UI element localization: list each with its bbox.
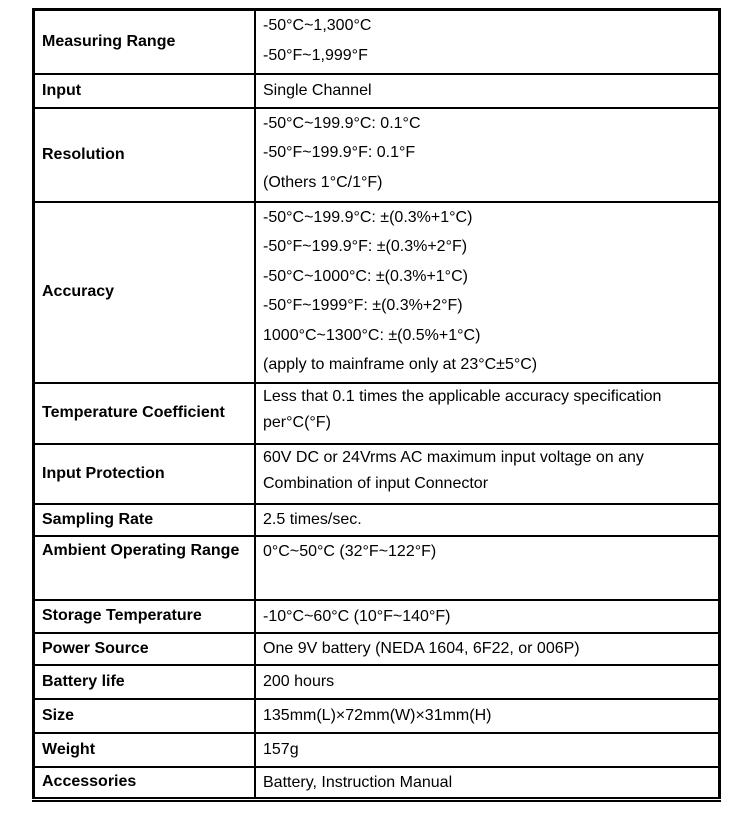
- spec-value-line: 2.5 times/sec.: [263, 511, 362, 528]
- spec-value-line: 200 hours: [263, 673, 335, 690]
- spec-value-line: 1000°C~1300°C: ±(0.5%+1°C): [263, 326, 481, 344]
- spec-value: -50°C~199.9°C: ±(0.3%+1°C) -50°F~199.9°F:…: [254, 200, 721, 384]
- spec-value: 2.5 times/sec.: [254, 502, 721, 537]
- spec-row: Battery life 200 hours: [32, 663, 721, 700]
- spec-value: Battery, Instruction Manual: [254, 765, 721, 801]
- spec-value-line: 0°C~50°C (32°F~122°F): [263, 542, 437, 560]
- spec-value: 135mm(L)×72mm(W)×31mm(H): [254, 697, 721, 734]
- spec-label: Input: [32, 72, 256, 109]
- spec-value: Less that 0.1 times the applicable accur…: [254, 381, 721, 445]
- spec-value: -50°C~199.9°C: 0.1°C -50°F~199.9°F: 0.1°F…: [254, 106, 721, 203]
- spec-value-line: 135mm(L)×72mm(W)×31mm(H): [263, 707, 492, 724]
- spec-value-line: (Others 1°C/1°F): [263, 173, 383, 191]
- spec-label: Weight: [32, 731, 256, 768]
- spec-label: Size: [32, 697, 256, 734]
- spec-label: Accessories: [32, 765, 256, 801]
- spec-value-line: -50°F~1,999°F: [263, 46, 368, 64]
- spec-value: 0°C~50°C (32°F~122°F): [254, 534, 721, 601]
- spec-row: Storage Temperature -10°C~60°C (10°F~140°…: [32, 598, 721, 634]
- spec-label: Ambient Operating Range: [32, 534, 256, 601]
- spec-label: Battery life: [32, 663, 256, 700]
- spec-label: Measuring Range: [32, 8, 256, 75]
- spec-value-line: -50°F~199.9°F: 0.1°F: [263, 144, 416, 161]
- spec-row: Temperature Coefficient Less that 0.1 tim…: [32, 381, 721, 445]
- spec-value-line: (apply to mainframe only at 23°C±5°C): [263, 356, 538, 373]
- specifications-table: Measuring Range -50°C~1,300°C -50°F~1,999°…: [32, 8, 721, 802]
- spec-value: 157g: [254, 731, 721, 768]
- spec-value-line: -50°C~199.9°C: 0.1°C: [263, 114, 421, 132]
- spec-label: Accuracy: [32, 200, 256, 384]
- spec-row: Sampling Rate 2.5 times/sec.: [32, 502, 721, 537]
- spec-label: Temperature Coefficient: [32, 381, 256, 445]
- spec-row: Power Source One 9V battery (NEDA 1604, 6…: [32, 631, 721, 666]
- spec-value-line: 157g: [263, 741, 299, 758]
- spec-value-line: per°C(°F): [263, 413, 331, 431]
- spec-value: -50°C~1,300°C -50°F~1,999°F: [254, 8, 721, 75]
- spec-value: 60V DC or 24Vrms AC maximum input voltag…: [254, 442, 721, 505]
- spec-value-line: -50°C~199.9°C: ±(0.3%+1°C): [263, 208, 473, 226]
- spec-value: -10°C~60°C (10°F~140°F): [254, 598, 721, 634]
- spec-value-line: One 9V battery (NEDA 1604, 6F22, or 006P…: [263, 640, 580, 657]
- spec-label: Sampling Rate: [32, 502, 256, 537]
- spec-value-line: -10°C~60°C (10°F~140°F): [263, 607, 451, 625]
- spec-row: Input Single Channel: [32, 72, 721, 109]
- spec-row: Resolution -50°C~199.9°C: 0.1°C -50°F~199.…: [32, 106, 721, 203]
- spec-row: Accessories Battery, Instruction Manual: [32, 765, 721, 801]
- spec-row: Measuring Range -50°C~1,300°C -50°F~1,999°…: [32, 8, 721, 75]
- spec-row: Ambient Operating Range 0°C~50°C (32°F~12…: [32, 534, 721, 601]
- spec-row: Input Protection 60V DC or 24Vrms AC maxi…: [32, 442, 721, 505]
- spec-value-line: -50°C~1,300°C: [263, 17, 372, 34]
- spec-value: 200 hours: [254, 663, 721, 700]
- spec-value-line: Less that 0.1 times the applicable accur…: [263, 387, 662, 405]
- spec-label: Resolution: [32, 106, 256, 203]
- spec-value-line: -50°C~1000°C: ±(0.3%+1°C): [263, 267, 468, 285]
- spec-value-line: Single Channel: [263, 82, 372, 99]
- spec-row: Size 135mm(L)×72mm(W)×31mm(H): [32, 697, 721, 734]
- spec-value-line: -50°F~1999°F: ±(0.3%+2°F): [263, 297, 463, 314]
- spec-value-line: Battery, Instruction Manual: [263, 773, 453, 791]
- spec-label: Input Protection: [32, 442, 256, 505]
- spec-value: One 9V battery (NEDA 1604, 6F22, or 006P…: [254, 631, 721, 666]
- spec-label: Power Source: [32, 631, 256, 666]
- spec-label: Storage Temperature: [32, 598, 256, 634]
- spec-value-line: -50°F~199.9°F: ±(0.3%+2°F): [263, 238, 468, 255]
- spec-row: Accuracy -50°C~199.9°C: ±(0.3%+1°C) -50°F~…: [32, 200, 721, 384]
- spec-row: Weight 157g: [32, 731, 721, 768]
- spec-value: Single Channel: [254, 72, 721, 109]
- spec-value-line: 60V DC or 24Vrms AC maximum input voltag…: [263, 448, 644, 466]
- spec-value-line: Combination of input Connector: [263, 474, 489, 492]
